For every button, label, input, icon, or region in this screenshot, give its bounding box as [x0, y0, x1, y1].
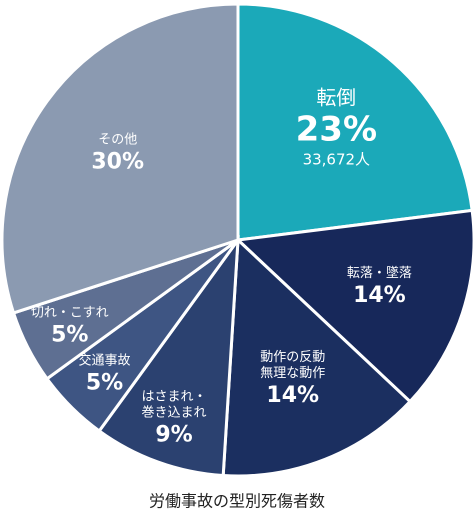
pie-slice — [236, 2, 474, 242]
slice-label: 切れ・こすれ — [31, 306, 109, 321]
value-label: 23% — [296, 109, 377, 149]
value-label: 14% — [353, 283, 406, 308]
slice-label: 動作の反動 — [260, 350, 325, 365]
slice-label: その他 — [98, 133, 137, 148]
value-label: 5% — [51, 323, 88, 348]
pie-slice — [97, 234, 240, 478]
slice-label: 転落・墜落 — [347, 265, 412, 281]
annotation: 33,672人 — [303, 150, 371, 168]
value-label: 9% — [155, 423, 192, 448]
pie-slice — [0, 2, 240, 315]
slice-label: 転倒 — [316, 85, 356, 109]
slice-label: 無理な動作 — [260, 366, 325, 381]
slice-label: 巻き込まれ — [142, 406, 207, 421]
chart-title: 労働事故の型別死傷者数 — [149, 492, 325, 511]
slice-label: はさまれ・ — [142, 390, 207, 405]
pie-slice — [221, 236, 413, 478]
value-label: 30% — [91, 150, 144, 175]
value-label: 5% — [86, 371, 123, 396]
slice-label: 交通事故 — [78, 353, 130, 369]
value-label: 14% — [266, 383, 319, 408]
